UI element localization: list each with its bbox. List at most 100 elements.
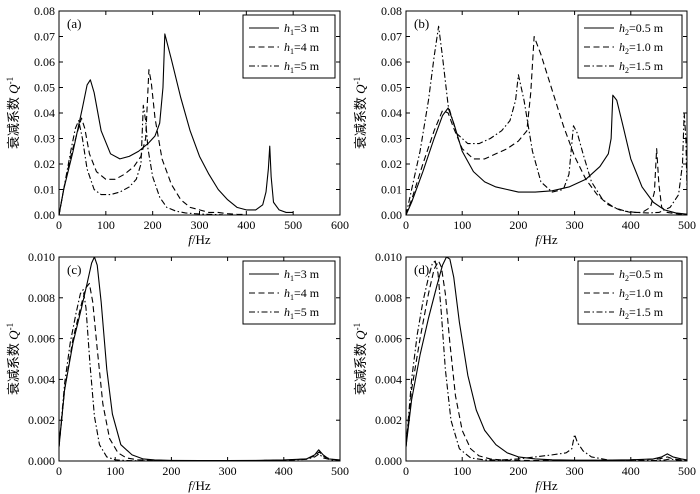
y-tick-label: 0.02 — [34, 157, 55, 171]
y-tick-label: 0.002 — [375, 413, 402, 427]
series-line-2 — [59, 282, 340, 461]
legend-entry: h1=4 m — [284, 286, 320, 302]
x-axis-label: f/Hz — [188, 478, 211, 493]
y-tick-label: 0.03 — [381, 132, 402, 146]
x-tick-label: 300 — [219, 464, 237, 478]
series-line-2 — [406, 260, 687, 461]
y-tick-label: 0.008 — [28, 291, 55, 305]
chart-panel-d: 0 100 200 300 400 500 0.000 0.002 0.004 0.006 0.00… — [352, 250, 696, 493]
legend-entry: h2=1.0 m — [619, 40, 664, 56]
chart-panel-a: 0 100 200 300 400 500 600 0.00 0.01 0.02 0.03 0.04 0… — [5, 4, 349, 247]
x-tick-label: 400 — [622, 218, 640, 232]
y-axis-label: 衰减系数 Q-1 — [5, 77, 21, 149]
panel-label: (a) — [67, 16, 81, 31]
x-axis-label: f/Hz — [188, 232, 211, 247]
series-line-3 — [406, 260, 687, 461]
y-tick-label: 0.000 — [28, 454, 55, 468]
y-tick-label: 0.006 — [28, 332, 55, 346]
y-axis-label: 衰减系数 Q-1 — [352, 77, 368, 149]
x-tick-label: 200 — [144, 218, 162, 232]
panel-label: (b) — [414, 16, 429, 31]
legend-entry: h2=1.5 m — [619, 305, 664, 321]
x-tick-label: 300 — [566, 218, 584, 232]
y-tick-label: 0.08 — [34, 4, 55, 18]
legend: h1=3 m h1=4 m h1=5 m — [242, 14, 336, 79]
y-tick-label: 0.010 — [28, 250, 55, 264]
legend-entry: h1=5 m — [284, 59, 320, 75]
x-axis-label: f/Hz — [535, 478, 558, 493]
series-line-2 — [406, 35, 687, 215]
y-tick-label: 0.004 — [28, 372, 55, 386]
series-line-1 — [406, 257, 687, 461]
x-tick-label: 0 — [56, 218, 62, 232]
x-tick-label: 0 — [56, 464, 62, 478]
x-tick-label: 200 — [509, 218, 527, 232]
x-tick-label: 500 — [331, 464, 349, 478]
x-tick-label: 100 — [453, 464, 471, 478]
y-tick-label: 0.07 — [381, 30, 402, 44]
y-tick-label: 0.02 — [381, 157, 402, 171]
x-axis-label: f/Hz — [535, 232, 558, 247]
x-tick-label: 300 — [566, 464, 584, 478]
y-tick-label: 0.00 — [381, 208, 402, 222]
y-tick-label: 0.05 — [381, 81, 402, 95]
x-tick-label: 200 — [509, 464, 527, 478]
y-tick-label: 0.01 — [381, 183, 402, 197]
legend-entry: h1=4 m — [284, 40, 320, 56]
y-tick-label: 0.01 — [34, 183, 55, 197]
x-tick-label: 500 — [284, 218, 302, 232]
legend-entry: h2=1.0 m — [619, 286, 664, 302]
y-tick-label: 0.04 — [34, 106, 55, 120]
legend-entry: h2=0.5 m — [619, 21, 664, 37]
x-tick-label: 100 — [106, 464, 124, 478]
y-tick-label: 0.08 — [381, 4, 402, 18]
x-tick-label: 400 — [237, 218, 255, 232]
x-tick-label: 100 — [453, 218, 471, 232]
y-tick-label: 0.000 — [375, 454, 402, 468]
series-line-1 — [59, 33, 294, 215]
series-line-2 — [59, 69, 247, 215]
panel-label: (d) — [414, 262, 429, 277]
panel-label: (c) — [67, 262, 81, 277]
x-tick-label: 300 — [191, 218, 209, 232]
legend-entry: h2=0.5 m — [619, 267, 664, 283]
chart-panel-b: 0 100 200 300 400 500 0.00 0.01 0.02 0.03 0.04 0.05… — [352, 4, 696, 247]
series-line-3 — [59, 289, 340, 461]
y-tick-label: 0.008 — [375, 291, 402, 305]
x-tick-label: 0 — [403, 218, 409, 232]
x-tick-label: 400 — [275, 464, 293, 478]
y-tick-label: 0.004 — [375, 372, 402, 386]
x-tick-label: 100 — [97, 218, 115, 232]
legend-entry: h2=1.5 m — [619, 59, 664, 75]
y-tick-label: 0.06 — [381, 55, 402, 69]
y-tick-label: 0.06 — [34, 55, 55, 69]
x-tick-label: 0 — [403, 464, 409, 478]
legend-entry: h1=5 m — [284, 305, 320, 321]
series-line-1 — [59, 257, 340, 461]
y-tick-label: 0.04 — [381, 106, 402, 120]
y-tick-label: 0.00 — [34, 208, 55, 222]
series-line-3 — [406, 25, 687, 215]
y-axis-label: 衰减系数 Q-1 — [352, 323, 368, 395]
series-line-1 — [406, 94, 687, 215]
x-tick-label: 500 — [678, 218, 696, 232]
legend: h1=3 m h1=4 m h1=5 m — [242, 260, 336, 325]
y-tick-label: 0.05 — [34, 81, 55, 95]
legend: h2=0.5 m h2=1.0 m h2=1.5 m — [577, 14, 683, 79]
x-tick-label: 400 — [622, 464, 640, 478]
y-tick-label: 0.010 — [375, 250, 402, 264]
chart-panel-c: 0 100 200 300 400 500 0.000 0.002 0.004 0.006 0.00… — [5, 250, 349, 493]
x-tick-label: 200 — [162, 464, 180, 478]
y-tick-label: 0.002 — [28, 413, 55, 427]
x-tick-label: 500 — [678, 464, 696, 478]
legend-entry: h1=3 m — [284, 21, 320, 37]
legend-entry: h1=3 m — [284, 267, 320, 283]
y-tick-label: 0.03 — [34, 132, 55, 146]
y-axis-label: 衰减系数 Q-1 — [5, 323, 21, 395]
legend-box — [242, 260, 336, 325]
legend: h2=0.5 m h2=1.0 m h2=1.5 m — [577, 260, 683, 325]
y-tick-label: 0.07 — [34, 30, 55, 44]
x-tick-label: 600 — [331, 218, 349, 232]
legend-box — [242, 14, 336, 79]
